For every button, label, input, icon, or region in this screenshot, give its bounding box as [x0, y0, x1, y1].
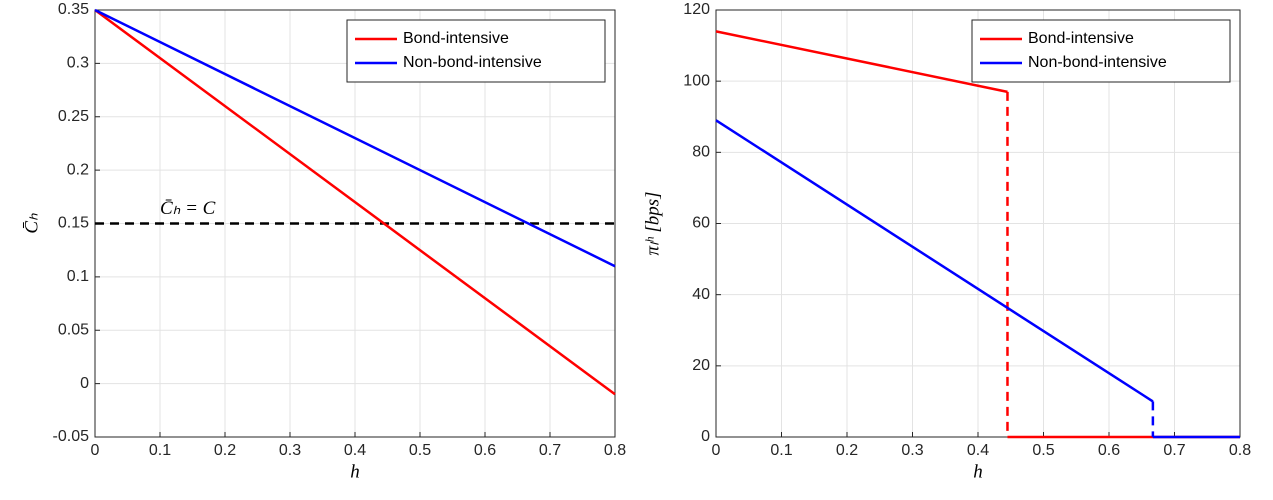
line [715, 30, 1008, 94]
line [715, 119, 1154, 403]
x-tick-label: 0.3 [901, 442, 923, 459]
legend-label: Non-bond-intensive [403, 54, 542, 71]
y-axis-label: πₗʰ [bps] [642, 192, 663, 256]
x-axis-label: h [350, 461, 360, 482]
y-tick-label: 0.15 [58, 215, 89, 232]
legend: Bond-intensive Non-bond-intensive [346, 19, 606, 83]
y-tick-label: 40 [692, 286, 710, 303]
y-tick-label: 0.35 [58, 1, 89, 18]
x-tick-label: 0.8 [1229, 442, 1251, 459]
legend-label: Bond-intensive [403, 30, 509, 47]
line [94, 8, 616, 396]
x-tick-label: 0.6 [474, 442, 496, 459]
x-tick-label: 0.6 [1098, 442, 1120, 459]
y-axis-label: C̄ₕ [21, 213, 42, 234]
x-tick-label: 0 [712, 442, 721, 459]
x-tick-label: 0.4 [967, 442, 989, 459]
y-tick-label: 0 [80, 375, 89, 392]
x-tick-label: 0.5 [1032, 442, 1054, 459]
y-tick-label: 0.1 [67, 268, 89, 285]
x-tick-label: 0.1 [149, 442, 171, 459]
y-tick-label: 20 [692, 357, 710, 374]
y-tick-label: 0.2 [67, 161, 89, 178]
subplot: 0 0.1 0.2 0.3 0.4 0.5 0.6 0.7 0.8-0.0500.050.10.… [21, 1, 626, 482]
y-tick-label: 0 [701, 428, 710, 445]
legend: Bond-intensive Non-bond-intensive [971, 19, 1231, 83]
line [94, 8, 616, 268]
x-tick-label: 0.1 [770, 442, 792, 459]
legend-label: Bond-intensive [1028, 30, 1134, 47]
y-tick-label: 100 [683, 72, 710, 89]
x-tick-label: 0.7 [1163, 442, 1185, 459]
y-tick-label: 0.05 [58, 321, 89, 338]
y-tick-label: 60 [692, 215, 710, 232]
reference-label: C̄ₕ = C [160, 198, 216, 219]
x-tick-label: 0.2 [836, 442, 858, 459]
y-tick-label: -0.05 [53, 428, 90, 445]
y-tick-label: 0.3 [67, 55, 89, 72]
y-tick-label: 0.25 [58, 108, 89, 125]
legend-label: Non-bond-intensive [1028, 54, 1167, 71]
legend-box [346, 19, 606, 83]
x-tick-label: 0.7 [539, 442, 561, 459]
x-axis-label: h [973, 461, 983, 482]
y-tick-label: 80 [692, 144, 710, 161]
subplot: 0 0.1 0.2 0.3 0.4 0.5 0.6 0.7 0.8 0 20 40 60 80 100 120… [642, 1, 1251, 482]
x-tick-label: 0.4 [344, 442, 366, 459]
plot-frame [715, 9, 1241, 438]
x-tick-label: 0.8 [604, 442, 626, 459]
x-tick-label: 0.2 [214, 442, 236, 459]
y-tick-label: 120 [683, 1, 710, 18]
x-tick-label: 0.5 [409, 442, 431, 459]
legend-box [971, 19, 1231, 83]
x-tick-label: 0 [91, 442, 100, 459]
x-tick-label: 0.3 [279, 442, 301, 459]
